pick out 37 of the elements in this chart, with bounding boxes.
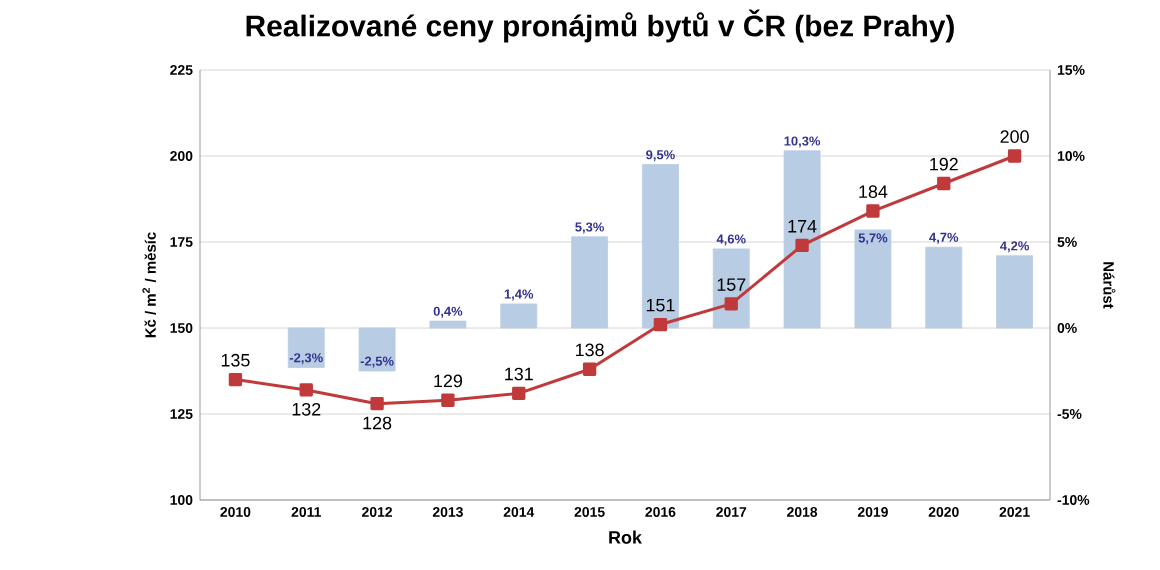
- data-label: 132: [292, 402, 321, 416]
- bar: [783, 150, 821, 329]
- x-axis-title: Rok: [609, 530, 642, 544]
- point: [299, 383, 313, 397]
- point: [1007, 149, 1022, 163]
- bar: [500, 303, 538, 329]
- data-label: 151: [646, 299, 675, 312]
- bar: [996, 255, 1033, 329]
- bar: [642, 164, 679, 329]
- data-label: 200: [1000, 130, 1029, 143]
- point: [795, 238, 809, 253]
- data-label: 135: [221, 353, 250, 367]
- point: [582, 362, 597, 376]
- data-label: 129: [434, 374, 463, 388]
- data-label: 157: [717, 278, 746, 291]
- bar: [358, 327, 396, 372]
- data-label: 184: [859, 185, 888, 199]
- bar: [854, 229, 892, 329]
- data-label: 138: [576, 343, 604, 357]
- point: [866, 204, 880, 218]
- point: [653, 317, 668, 332]
- point: [937, 176, 951, 191]
- point: [228, 372, 243, 387]
- bar: [287, 327, 325, 368]
- bar: [429, 320, 467, 329]
- bar: [712, 248, 750, 329]
- chart-title: Realizované ceny pronájmů bytů v ČR (bez Prahy): [246, 9, 954, 43]
- point: [512, 386, 526, 401]
- bar: [925, 246, 963, 329]
- point: [441, 393, 455, 407]
- data-label: 192: [930, 157, 958, 171]
- point: [724, 297, 738, 311]
- point: [370, 396, 384, 411]
- data-label: 174: [788, 220, 817, 233]
- data-label: 128: [363, 416, 392, 430]
- data-label: 131: [505, 367, 533, 381]
- bar: [571, 236, 608, 329]
